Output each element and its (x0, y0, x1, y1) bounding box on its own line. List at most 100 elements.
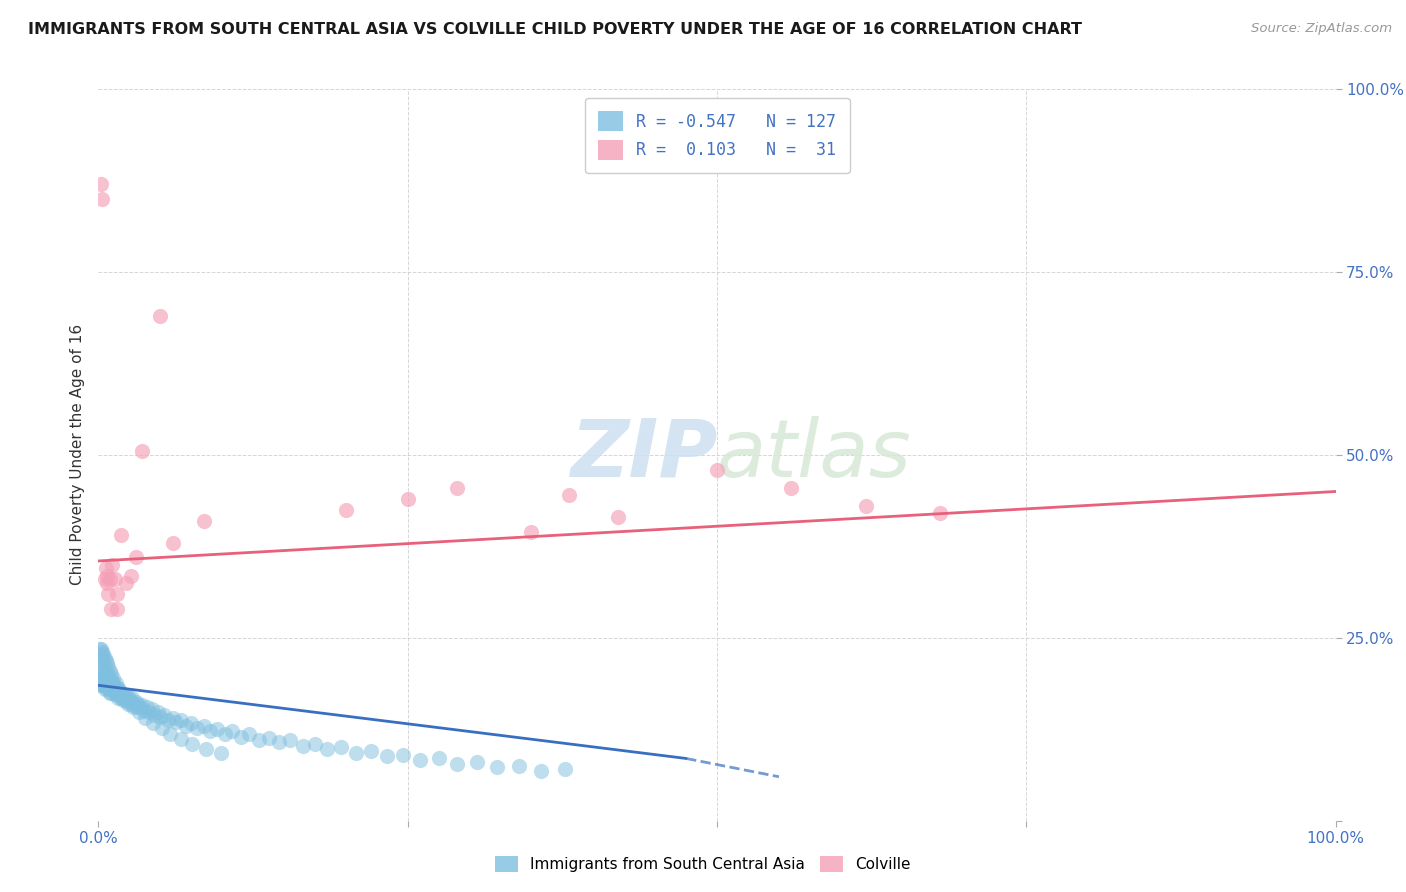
Point (93, 678, 115, 692)
Point (165, 714, 187, 729)
Point (90, 178, 112, 192)
Point (127, 697, 149, 711)
Point (97, 660, 120, 674)
Point (257, 731, 280, 745)
Point (94, 654, 117, 668)
Point (508, 758, 530, 772)
Point (96, 674, 118, 689)
Point (195, 742, 218, 756)
Point (134, 704, 156, 718)
Point (98, 664, 121, 678)
Point (278, 733, 301, 747)
Point (105, 587, 128, 601)
Point (112, 688, 135, 702)
Point (928, 507, 950, 521)
Point (335, 503, 357, 517)
Point (98, 572, 121, 586)
Point (100, 678, 122, 692)
Point (100, 667, 122, 681)
Point (96, 667, 118, 681)
Point (107, 690, 129, 705)
Point (427, 751, 450, 765)
Point (198, 723, 221, 738)
Point (214, 727, 236, 741)
Point (97, 678, 120, 692)
Point (360, 744, 382, 758)
Point (90, 678, 112, 692)
Point (110, 528, 132, 542)
Point (96, 568, 118, 582)
Point (96, 657, 118, 671)
Point (90, 641, 112, 656)
Point (304, 737, 326, 751)
Point (131, 444, 153, 458)
Point (162, 711, 184, 725)
Point (316, 742, 339, 756)
Point (110, 686, 132, 700)
Point (103, 671, 125, 685)
Point (103, 676, 125, 690)
Point (131, 698, 153, 712)
Point (91, 667, 114, 681)
Point (108, 683, 131, 698)
Point (121, 690, 143, 705)
Point (170, 731, 193, 746)
Point (103, 572, 125, 586)
Point (100, 601, 122, 615)
Point (186, 721, 208, 735)
Point (93, 664, 115, 678)
Point (780, 481, 803, 495)
Point (105, 601, 128, 615)
Point (153, 707, 176, 722)
Point (117, 695, 139, 709)
Point (93, 681, 115, 696)
Point (100, 681, 122, 696)
Point (291, 739, 314, 753)
Point (101, 681, 124, 696)
Point (162, 535, 184, 549)
Point (125, 700, 148, 714)
Point (93, 671, 115, 685)
Point (344, 746, 367, 760)
Point (124, 695, 146, 709)
Point (105, 681, 128, 695)
Point (446, 481, 468, 495)
Point (149, 309, 172, 323)
Point (91, 192, 114, 206)
Point (391, 747, 413, 762)
Point (93, 671, 115, 685)
Point (396, 491, 419, 506)
Point (221, 724, 243, 739)
Point (135, 700, 157, 714)
Point (105, 688, 128, 702)
Legend: Immigrants from South Central Asia, Colville: Immigrants from South Central Asia, Colv… (488, 848, 918, 880)
Point (329, 740, 352, 755)
Point (97, 678, 120, 692)
Point (134, 711, 156, 725)
Point (267, 735, 290, 749)
Point (107, 681, 129, 695)
Point (205, 723, 228, 737)
Point (141, 702, 163, 716)
Point (91, 657, 114, 671)
Text: Source: ZipAtlas.com: Source: ZipAtlas.com (1251, 22, 1392, 36)
Point (90, 671, 112, 685)
Point (104, 683, 127, 698)
Point (103, 680, 125, 694)
Point (94, 678, 117, 692)
Point (114, 693, 136, 707)
Point (91, 649, 114, 664)
Point (111, 686, 134, 700)
Point (90, 660, 112, 674)
Point (93, 667, 115, 681)
Point (209, 747, 232, 761)
Point (94, 678, 117, 692)
Point (112, 690, 135, 705)
Point (93, 678, 115, 692)
Point (96, 681, 118, 696)
Point (97, 587, 120, 601)
Point (174, 718, 197, 732)
Point (114, 576, 136, 591)
Point (146, 706, 169, 720)
Point (91, 678, 114, 692)
